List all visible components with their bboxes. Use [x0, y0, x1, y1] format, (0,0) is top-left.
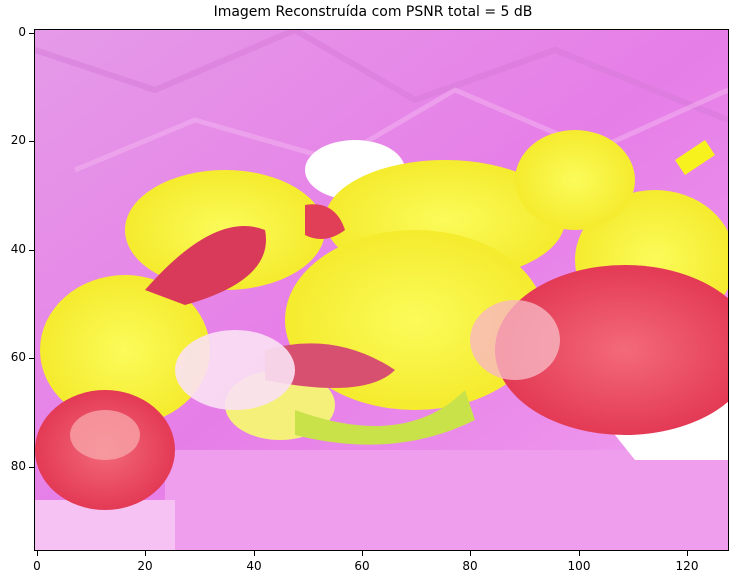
- x-tick-label: 80: [450, 559, 490, 573]
- y-tick-label: 0: [0, 25, 26, 39]
- x-tick-mark: [362, 551, 363, 556]
- x-tick-label: 60: [342, 559, 382, 573]
- y-tick-mark: [29, 250, 34, 251]
- y-tick-label: 60: [0, 350, 26, 364]
- y-tick-label: 20: [0, 133, 26, 147]
- x-tick-label: 40: [234, 559, 274, 573]
- x-tick-label: 120: [667, 559, 707, 573]
- x-tick-mark: [687, 551, 688, 556]
- x-tick-label: 100: [559, 559, 599, 573]
- x-tick-mark: [470, 551, 471, 556]
- x-tick-mark: [145, 551, 146, 556]
- x-tick-label: 0: [17, 559, 57, 573]
- x-tick-mark: [37, 551, 38, 556]
- image-plot: [34, 29, 729, 551]
- x-tick-mark: [579, 551, 580, 556]
- y-tick-mark: [29, 33, 34, 34]
- reconstructed-image: [35, 30, 728, 550]
- y-tick-mark: [29, 141, 34, 142]
- y-tick-mark: [29, 358, 34, 359]
- x-tick-label: 20: [125, 559, 165, 573]
- x-tick-mark: [254, 551, 255, 556]
- y-tick-mark: [29, 467, 34, 468]
- y-tick-label: 40: [0, 242, 26, 256]
- y-tick-label: 80: [0, 459, 26, 473]
- figure-title: Imagem Reconstruída com PSNR total = 5 d…: [0, 4, 746, 20]
